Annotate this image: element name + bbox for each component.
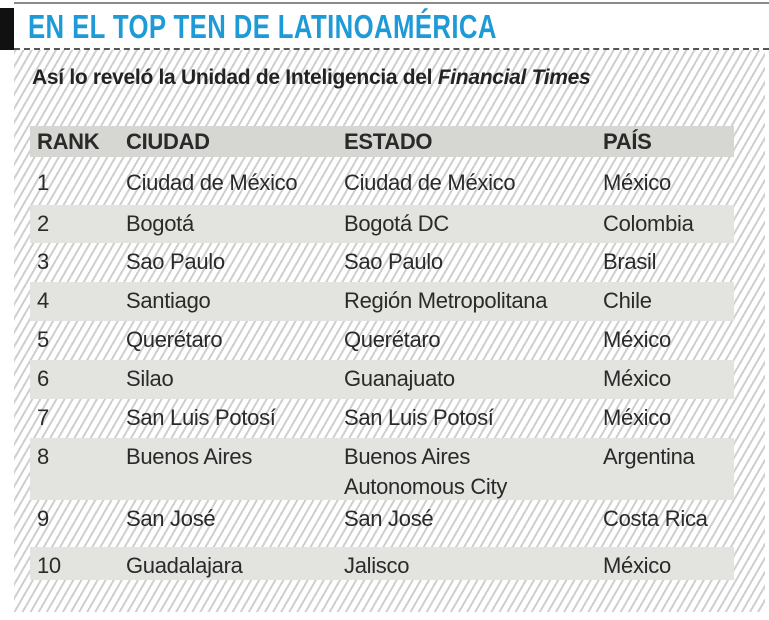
cell-pais: Colombia (603, 211, 694, 236)
cell-estado: Región Metropolitana (344, 288, 548, 313)
cell-ciudad: Bogotá (126, 211, 194, 236)
cell-rank: 2 (37, 211, 49, 236)
table-row: 7 San Luis Potosí San Luis Potosí México (30, 399, 734, 438)
cell-pais: Chile (603, 288, 652, 313)
cell-estado: Jalisco (344, 553, 410, 578)
table-header: RANK CIUDAD ESTADO PAÍS (30, 126, 734, 157)
table-row: 1 Ciudad de México Ciudad de México México (30, 164, 734, 205)
cell-estado: Querétaro (344, 327, 441, 352)
cell-rank: 6 (37, 366, 49, 391)
cell-estado: San José (344, 506, 434, 531)
table-row: 8 Buenos Aires Buenos Aires Autonomous Cit… (30, 438, 734, 500)
cell-ciudad: Ciudad de México (126, 170, 298, 195)
cell-estado: Guanajuato (344, 366, 455, 391)
cell-ciudad: San José (126, 506, 216, 531)
table-row: 6 Silao Guanajuato México (30, 360, 734, 399)
cell-ciudad: Santiago (126, 288, 211, 313)
subtitle-source: Financial Times (437, 66, 591, 89)
cell-pais: México (603, 170, 671, 195)
cell-estado: Sao Paulo (344, 249, 443, 274)
subtitle-text: Así lo reveló la Unidad de Inteligencia … (32, 66, 438, 89)
table-row: 10 Guadalajara Jalisco México (30, 547, 734, 580)
cell-ciudad: Sao Paulo (126, 249, 225, 274)
page-title: EN EL TOP TEN DE LATINOAMÉRICA (28, 8, 497, 45)
cell-estado: Ciudad de México (344, 170, 516, 195)
cell-estado: Bogotá DC (344, 211, 449, 236)
cell-estado: Buenos Aires Autonomous City (344, 444, 508, 499)
table-row: 3 Sao Paulo Sao Paulo Brasil (30, 243, 734, 282)
table-row: 5 Querétaro Querétaro México (30, 321, 734, 360)
cell-ciudad: Querétaro (126, 327, 223, 352)
header-pais: PAÍS (603, 129, 652, 154)
cell-rank: 1 (37, 170, 49, 195)
cell-ciudad: Silao (126, 366, 174, 391)
cell-pais: México (603, 405, 671, 430)
cell-rank: 7 (37, 405, 49, 430)
ranking-table: RANK CIUDAD ESTADO PAÍS 1 Ciudad de Méxic… (30, 126, 734, 580)
cell-pais: Argentina (603, 444, 695, 469)
cell-rank: 5 (37, 327, 49, 352)
dashed-divider (14, 48, 769, 50)
cell-rank: 10 (37, 553, 61, 578)
header-estado: ESTADO (344, 129, 433, 154)
cell-estado: San Luis Potosí (344, 405, 494, 430)
header-ciudad: CIUDAD (126, 129, 210, 154)
cell-pais: Costa Rica (603, 506, 708, 531)
cell-pais: Brasil (603, 249, 657, 274)
cell-pais: México (603, 327, 671, 352)
table-row: 4 Santiago Región Metropolitana Chile (30, 282, 734, 321)
cell-ciudad: San Luis Potosí (126, 405, 276, 430)
cell-ciudad: Buenos Aires (126, 444, 253, 469)
header-rank: RANK (37, 129, 100, 154)
cell-rank: 8 (37, 444, 49, 469)
top-rule (14, 2, 769, 4)
cell-pais: México (603, 366, 671, 391)
title-accent-bar (0, 8, 14, 50)
cell-ciudad: Guadalajara (126, 553, 243, 578)
cell-rank: 3 (37, 249, 49, 274)
cell-rank: 9 (37, 506, 49, 531)
table-row: 2 Bogotá Bogotá DC Colombia (30, 205, 734, 243)
cell-rank: 4 (37, 288, 49, 313)
subtitle: Así lo reveló la Unidad de Inteligencia … (32, 66, 591, 90)
table-row: 9 San José San José Costa Rica (30, 500, 734, 547)
cell-pais: México (603, 553, 671, 578)
